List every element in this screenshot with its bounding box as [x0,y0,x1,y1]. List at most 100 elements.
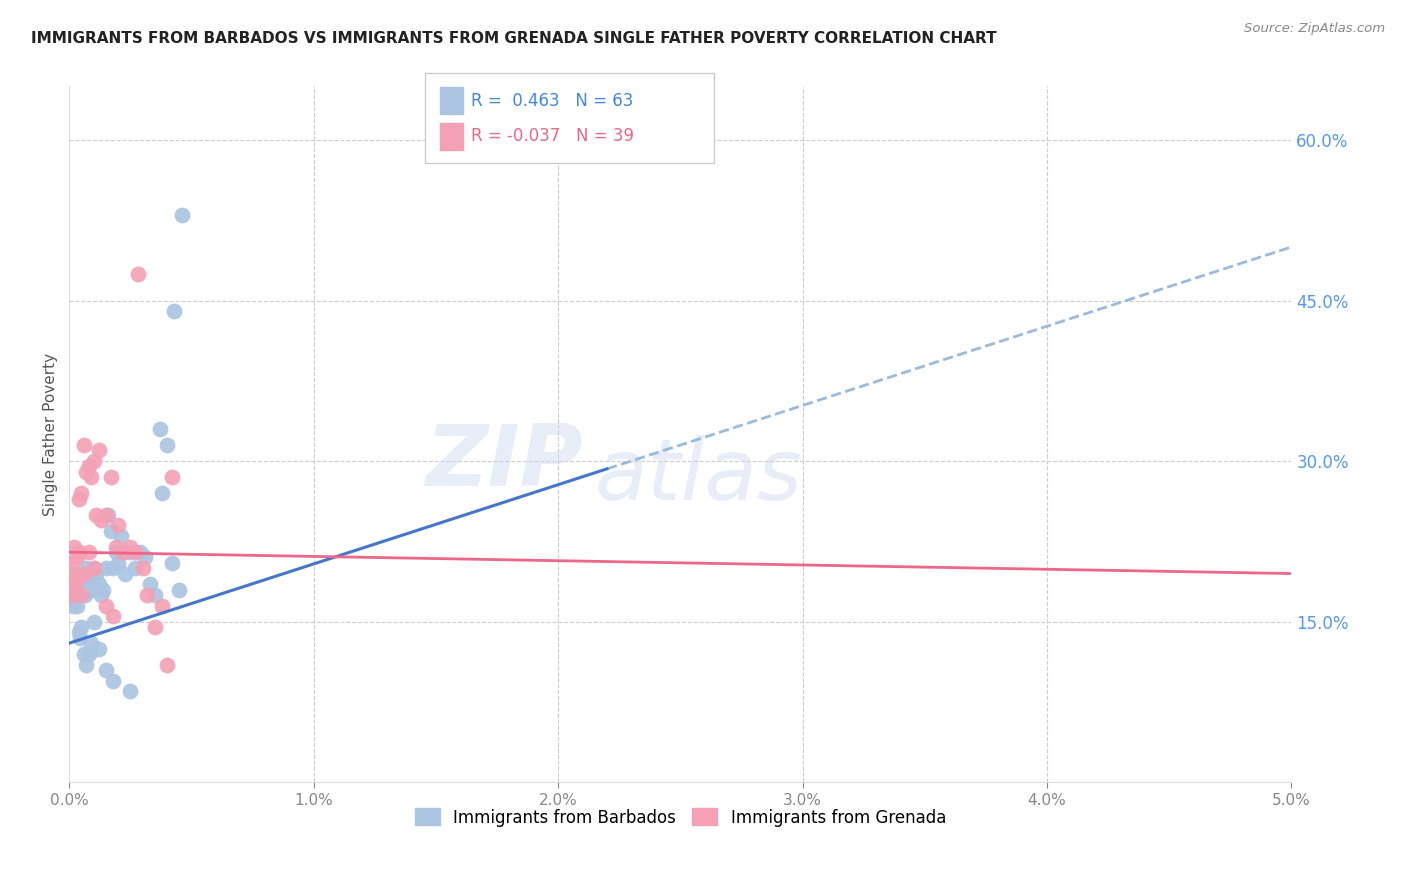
Point [160,556,183,570]
Point [82,577,104,591]
Point [73,566,96,581]
Point [65,582,87,597]
Legend: Immigrants from Barbados, Immigrants from Grenada: Immigrants from Barbados, Immigrants fro… [408,802,953,833]
Point [84,508,107,522]
Point [120,540,142,554]
Point [77,459,100,474]
Point [131,561,153,575]
Point [73,438,96,452]
Point [65,588,87,602]
Point [84,566,107,581]
Point [75,657,97,672]
Point [83,561,105,575]
Point [111,545,134,559]
Point [66,588,89,602]
Point [143,588,166,602]
Point [69,577,91,591]
Point [77,572,100,586]
Point [69,631,91,645]
Point [75,588,97,602]
Point [76,577,98,591]
Point [63,577,86,591]
Y-axis label: Single Father Poverty: Single Father Poverty [44,353,58,516]
Point [90,513,112,527]
Point [83,615,105,629]
Point [80,582,103,597]
Point [65,599,87,613]
Point [75,465,97,479]
Point [149,422,172,436]
Point [156,657,179,672]
Point [100,470,122,484]
Point [150,599,173,613]
Point [90,588,112,602]
Point [70,572,93,586]
Point [160,470,183,484]
Point [66,582,89,597]
Point [100,524,122,538]
Point [103,673,125,688]
Point [87,577,110,591]
Point [136,588,159,602]
Point [94,599,117,613]
Point [60,582,83,597]
Point [67,625,90,640]
Text: IMMIGRANTS FROM BARBADOS VS IMMIGRANTS FROM GRENADA SINGLE FATHER POVERTY CORREL: IMMIGRANTS FROM BARBADOS VS IMMIGRANTS F… [31,31,997,46]
Point [124,561,146,575]
Point [127,267,149,281]
Point [170,208,193,222]
Point [87,443,110,458]
Point [94,561,117,575]
Text: R = -0.037   N = 39: R = -0.037 N = 39 [471,128,634,145]
Point [80,636,103,650]
Point [60,572,83,586]
Point [80,470,103,484]
Point [63,577,86,591]
Point [67,491,90,506]
Point [104,545,127,559]
Point [103,609,125,624]
Text: ZIP: ZIP [425,421,582,504]
Point [83,561,105,575]
Point [67,588,90,602]
Point [62,577,84,591]
Text: R =  0.463   N = 63: R = 0.463 N = 63 [471,92,633,110]
Point [87,641,110,656]
Point [60,588,83,602]
Point [62,599,84,613]
Point [72,577,94,591]
Point [62,566,84,581]
Point [103,561,125,575]
Point [107,518,129,533]
Point [156,438,179,452]
Point [65,572,87,586]
Point [97,508,120,522]
Point [120,545,142,559]
Text: atlas: atlas [595,434,803,517]
Point [150,486,173,500]
Point [83,454,105,468]
Point [114,566,136,581]
Point [73,647,96,661]
Point [124,545,146,559]
Point [65,588,87,602]
Point [79,566,101,581]
Point [73,566,96,581]
Point [65,550,87,565]
Point [67,545,90,559]
Point [143,620,166,634]
Point [77,545,100,559]
Point [167,582,190,597]
Point [104,540,127,554]
Point [134,550,156,565]
Text: Source: ZipAtlas.com: Source: ZipAtlas.com [1244,22,1385,36]
Point [93,582,115,597]
Point [70,620,93,634]
Point [139,577,162,591]
Point [94,508,117,522]
Point [63,593,86,607]
Point [129,545,152,559]
Point [70,486,93,500]
Point [163,304,186,318]
Point [70,588,93,602]
